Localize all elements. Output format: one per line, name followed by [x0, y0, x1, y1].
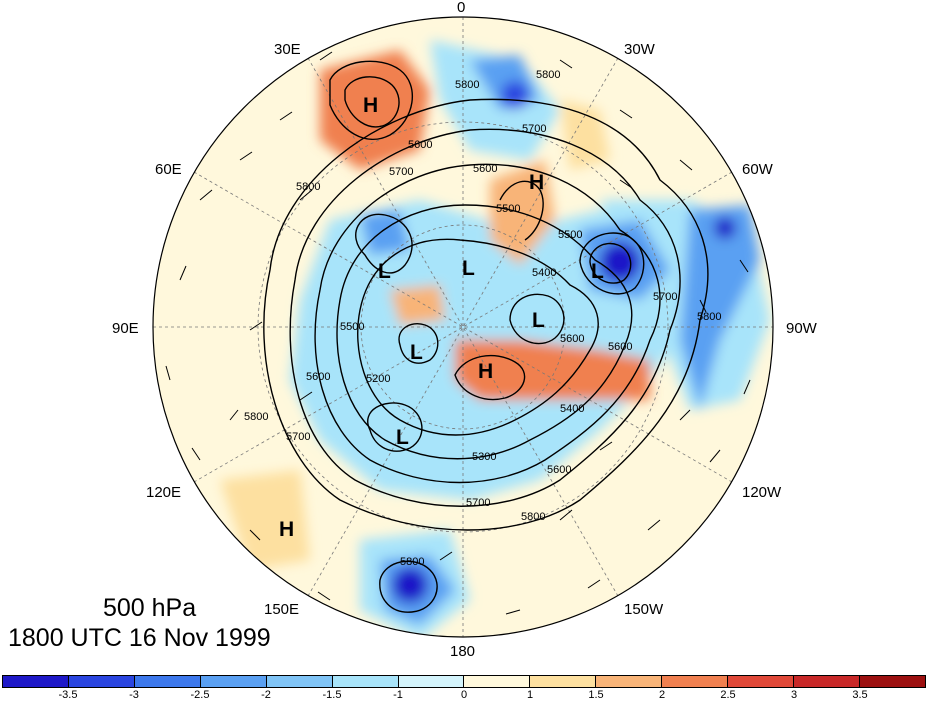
colorbar-ticks: -3.5 -3 -2.5 -2 -1.5 -1 0 1 1.5 2 2.5 3 3.5 — [2, 689, 926, 702]
contour-label: 5800 — [296, 181, 320, 193]
contour-label: 5200 — [366, 373, 390, 385]
lon-label-150w: 150W — [624, 601, 664, 618]
lon-label-60e: 60E — [155, 161, 182, 178]
high-center: H — [279, 518, 294, 541]
contour-label: 5400 — [560, 403, 584, 415]
colorbar-tick-label: 2.5 — [720, 689, 736, 701]
high-center: H — [478, 360, 493, 383]
colorbar-cell — [596, 676, 663, 687]
colorbar-tick-label: -3 — [129, 689, 139, 701]
colorbar-cell — [662, 676, 729, 687]
low-center: L — [462, 257, 475, 280]
pressure-centers: H H L L L L L H L H — [279, 94, 604, 541]
contour-label: 5800 — [455, 79, 479, 91]
contour-label: 5500 — [558, 229, 582, 241]
lon-label-60w: 60W — [742, 161, 774, 178]
graticule — [153, 17, 773, 637]
low-center: L — [591, 260, 604, 283]
high-center: H — [529, 171, 544, 194]
colorbar-tick-label: -2.5 — [190, 689, 210, 701]
contour-label: 5700 — [466, 497, 490, 509]
contour-label: 5600 — [608, 341, 632, 353]
colorbar-tick-label: 2 — [658, 689, 666, 701]
colorbar — [2, 675, 926, 688]
contour-label: 5800 — [697, 311, 721, 323]
contour-labels: 5800 5800 5700 5600 5500 5400 5500 5600 … — [244, 69, 721, 568]
colorbar-cell — [68, 676, 135, 687]
lon-label-90e: 90E — [112, 320, 139, 337]
lon-label-120w: 120W — [742, 484, 782, 501]
contour-label: 5700 — [286, 431, 310, 443]
contour-label: 5500 — [496, 203, 520, 215]
colorbar-tick-label: 1 — [526, 689, 534, 701]
low-center: L — [532, 309, 545, 332]
contour-label: 5800 — [521, 511, 545, 523]
contour-label: 5600 — [408, 139, 432, 151]
longitude-labels: 0 30W 60W 90W 120W 150W 180 150E 120E 90… — [112, 0, 818, 660]
colorbar-cell — [200, 676, 267, 687]
colorbar-cell — [3, 676, 69, 687]
contour-label: 5700 — [522, 123, 546, 135]
colorbar-tick-label: 0 — [460, 689, 468, 701]
colorbar-cell — [530, 676, 597, 687]
colorbar-tick-label: 3.5 — [852, 689, 868, 701]
contour-label: 5600 — [473, 163, 497, 175]
colorbar-cell — [398, 676, 465, 687]
title-level: 500 hPa — [103, 594, 197, 622]
lon-label-30e: 30E — [274, 41, 301, 58]
colorbar-cell — [728, 676, 795, 687]
contour-label: 5700 — [653, 291, 677, 303]
colorbar-tick-label: -1 — [393, 689, 403, 701]
contour-label: 5600 — [547, 464, 571, 476]
lon-label-150e: 150E — [264, 601, 299, 618]
contour-label: 5600 — [560, 333, 584, 345]
contour-label: 5400 — [532, 267, 556, 279]
colorbar-cell — [332, 676, 399, 687]
colorbar-cell — [266, 676, 333, 687]
low-center: L — [396, 426, 409, 449]
contour-label: 5600 — [306, 371, 330, 383]
contour-label: 5800 — [400, 556, 424, 568]
contour-label: 5800 — [244, 411, 268, 423]
colorbar-tick-label: -2 — [261, 689, 271, 701]
high-center: H — [363, 94, 378, 117]
title-time: 1800 UTC 16 Nov 1999 — [8, 624, 271, 652]
colorbar-tick-label: -1.5 — [322, 689, 342, 701]
colorbar-cell — [464, 676, 531, 687]
lon-label-90w: 90W — [786, 320, 818, 337]
colorbar-cell — [134, 676, 201, 687]
low-center: L — [378, 260, 391, 283]
colorbar-cell — [859, 676, 925, 687]
lon-label-0: 0 — [457, 0, 465, 16]
colorbar-cell — [794, 676, 860, 687]
lon-label-180: 180 — [450, 643, 475, 660]
wind-barbs — [165, 51, 751, 615]
colorbar-tick-label: 3 — [790, 689, 798, 701]
contour-label: 5500 — [340, 321, 364, 333]
map-boundary — [152, 16, 774, 638]
colorbar-tick-label: 1.5 — [588, 689, 604, 701]
lon-label-120e: 120E — [146, 484, 181, 501]
lon-label-30w: 30W — [624, 41, 656, 58]
colorbar-tick-label: -3.5 — [58, 689, 78, 701]
low-center: L — [410, 341, 423, 364]
contour-label: 5300 — [472, 451, 496, 463]
contour-label: 5700 — [389, 166, 413, 178]
height-contours — [263, 60, 709, 613]
contour-label: 5800 — [536, 69, 560, 81]
